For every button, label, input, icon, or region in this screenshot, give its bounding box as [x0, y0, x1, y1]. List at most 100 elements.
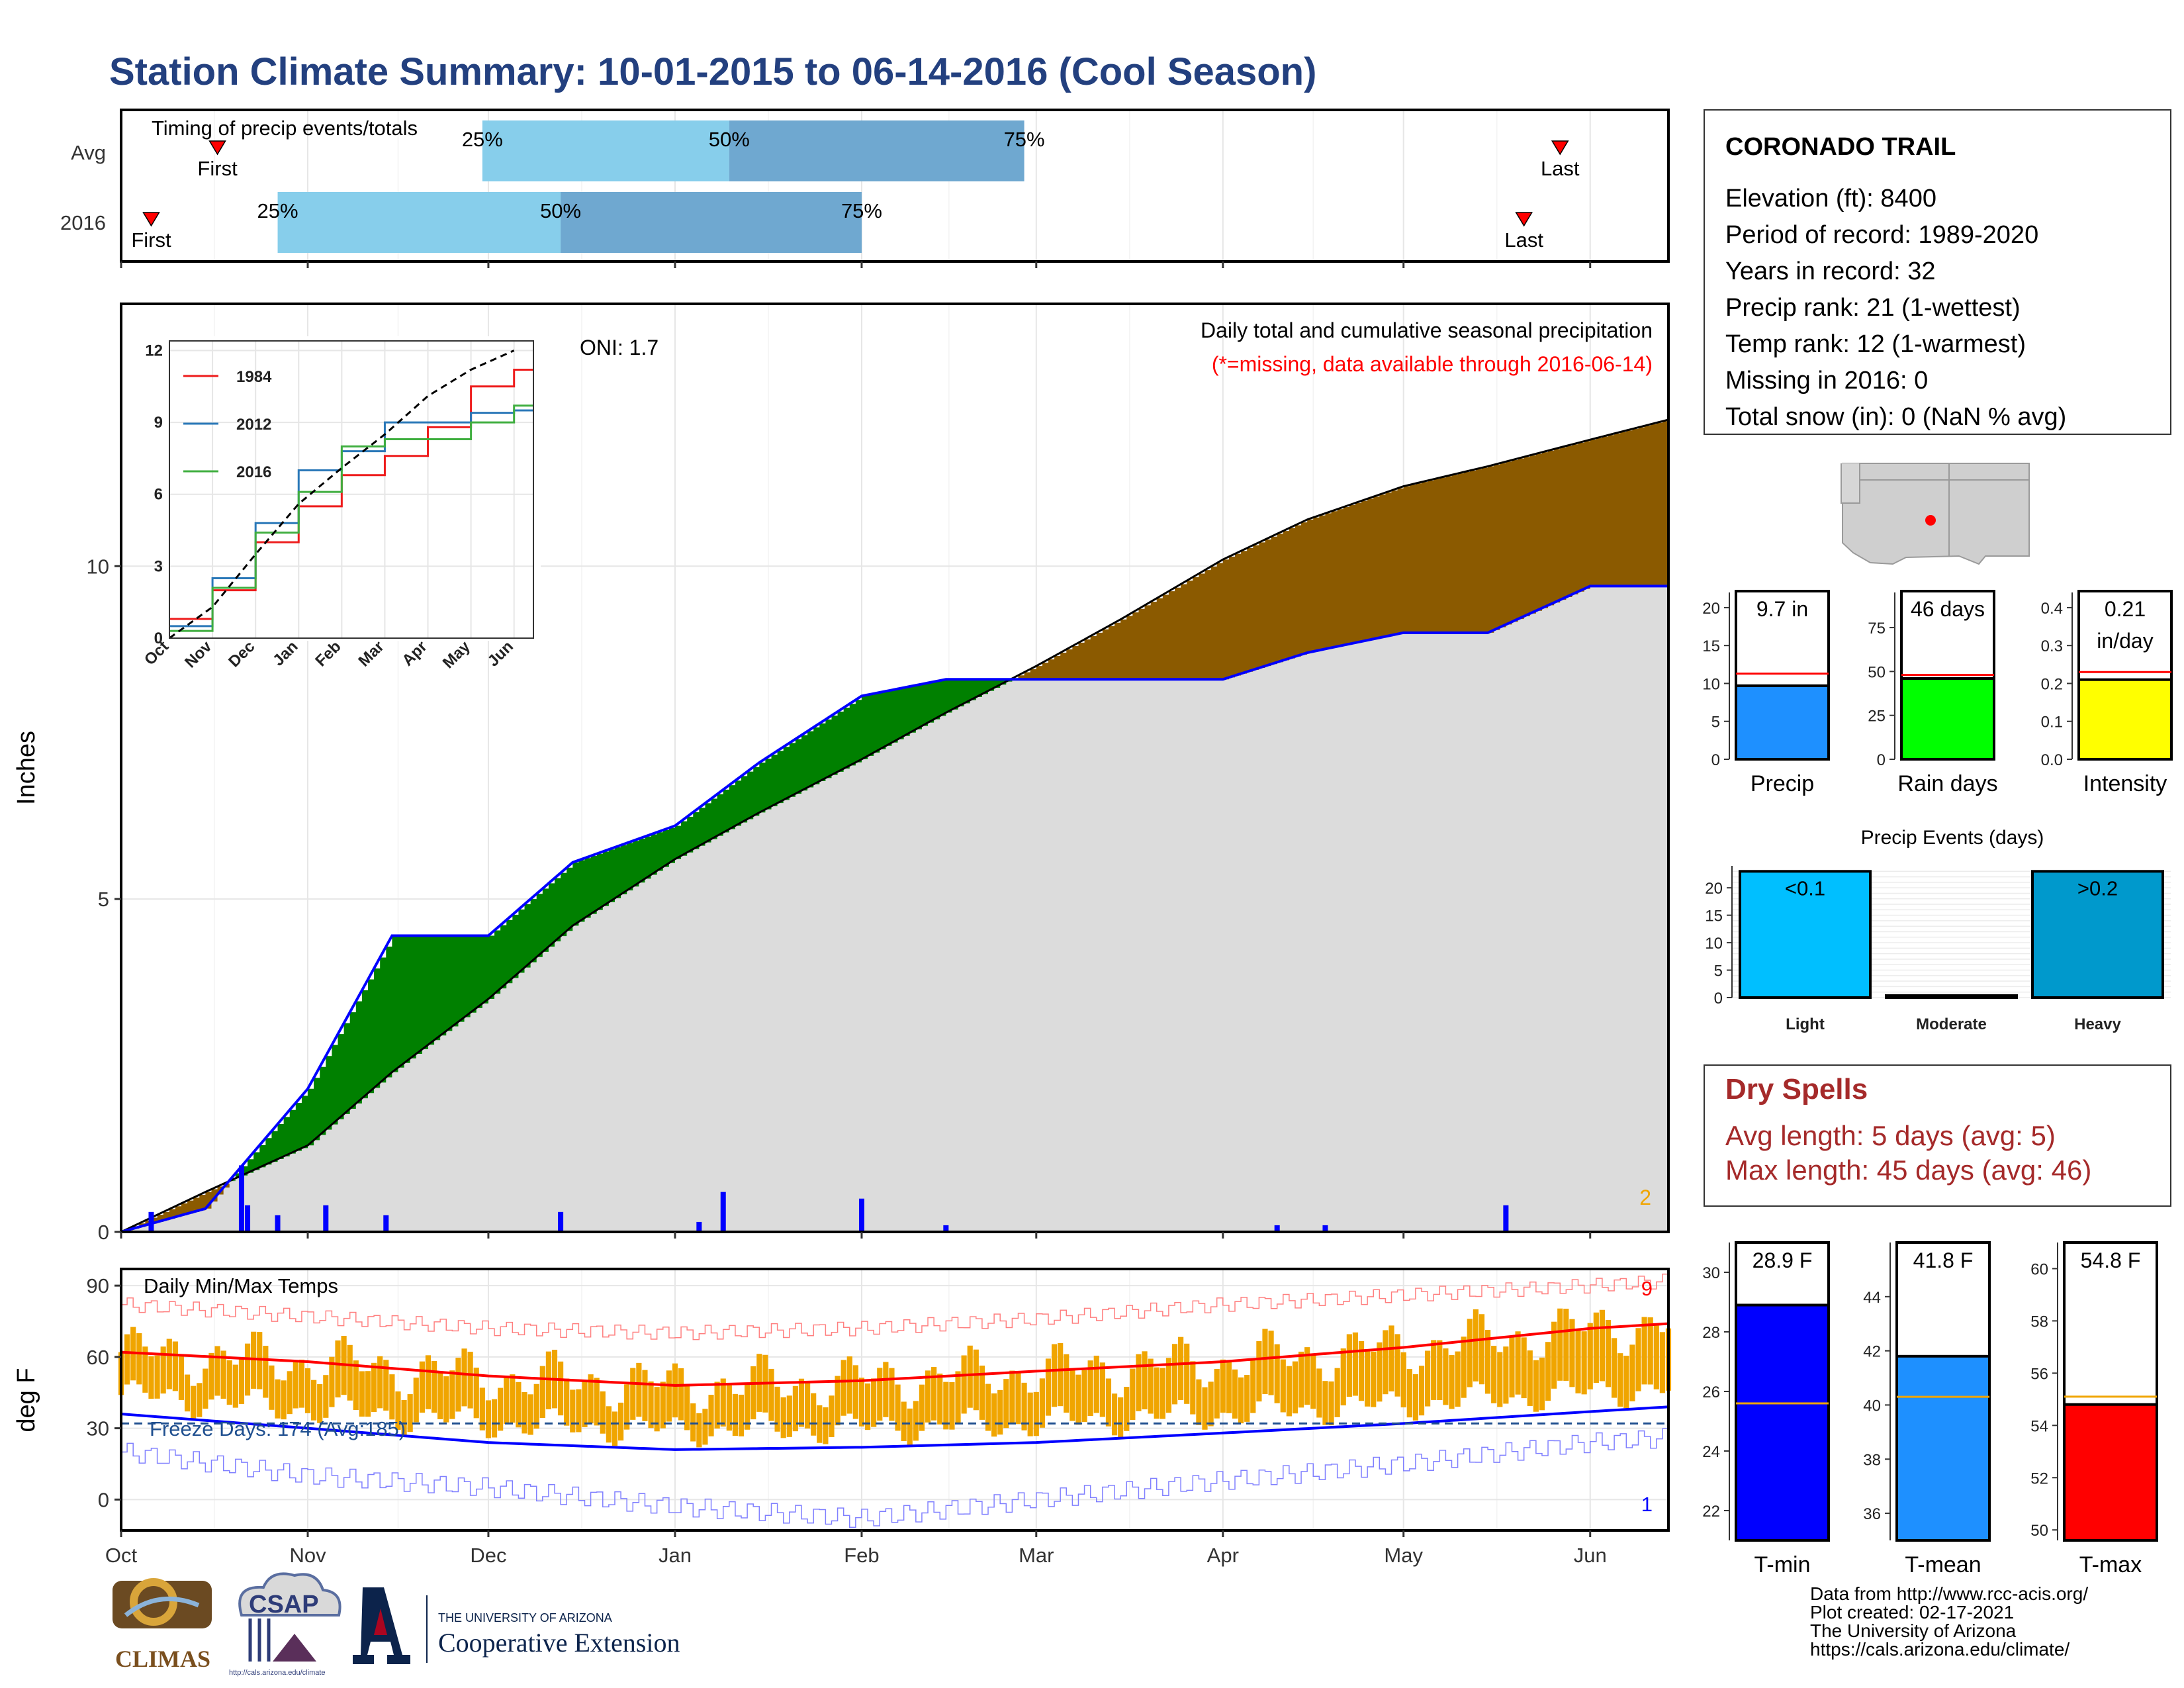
ua-coop-extension: Cooperative Extension	[438, 1628, 680, 1658]
daily-precip-bar	[558, 1211, 564, 1232]
inset-chart: 0 3 6 9 12 Oct Nov Dec Jan Feb Mar Apr May Jun 1984 20…	[141, 336, 541, 672]
daily-temp-bar	[979, 1365, 985, 1420]
avg-cumulative-line	[120, 418, 1669, 1233]
daily-temp-bar	[1377, 1342, 1383, 1402]
page-title: Station Climate Summary: 10-01-2015 to 0…	[109, 50, 1316, 93]
daily-temp-bar	[798, 1378, 805, 1427]
inset-x-tick-label: May	[439, 637, 475, 673]
csap-cloud-icon	[238, 1572, 341, 1617]
daily-temp-bar	[1388, 1325, 1394, 1391]
daily-temp-bar	[720, 1378, 726, 1427]
normal-precip-area	[121, 586, 1668, 1232]
daily-temp-bar	[1346, 1334, 1352, 1397]
inset-x-tick-label: Jan	[269, 637, 301, 669]
events-bar	[1739, 870, 1872, 999]
daily-temp-bar	[178, 1356, 185, 1400]
avg-max-line	[120, 1322, 1669, 1387]
daily-temp-bar	[184, 1374, 191, 1412]
inset-x-tick-label: Oct	[141, 637, 172, 669]
events-bar	[2031, 870, 2164, 999]
mini-intensity-bar	[2077, 678, 2173, 761]
daily-temp-bar	[1268, 1331, 1274, 1395]
inset-x-tick-label: Nov	[181, 637, 216, 672]
daily-temp-bar	[1256, 1341, 1262, 1402]
record-max-line	[121, 1274, 1669, 1340]
daily-temp-bar	[1623, 1356, 1629, 1409]
daily-temp-bar	[226, 1360, 232, 1405]
mini-category-label: T-mean	[1905, 1552, 1981, 1577]
daily-temp-bar	[197, 1383, 203, 1417]
daily-temp-bar	[630, 1368, 636, 1420]
mini-data-label: 41.8 F	[1913, 1248, 1974, 1272]
daily-temp-bar	[997, 1389, 1003, 1435]
daily-temp-bar	[883, 1362, 889, 1417]
timing-percent-label: 75%	[1004, 128, 1045, 151]
daily-temp-bar	[263, 1346, 269, 1398]
daily-precip-bar	[383, 1215, 389, 1232]
inset-legend-label: 2016	[236, 463, 271, 481]
daily-temp-bar	[323, 1375, 329, 1418]
daily-temp-bar	[238, 1358, 245, 1404]
daily-temp-bar	[1509, 1336, 1515, 1398]
daily-temp-bar	[1051, 1344, 1058, 1407]
mini-raindays-bar	[1900, 677, 1995, 761]
precip-daily-bars	[148, 1165, 1509, 1232]
daily-temp-bar	[558, 1361, 564, 1416]
mini-y-tick-label: 24	[1702, 1443, 1720, 1461]
daily-temp-bar	[1352, 1332, 1359, 1396]
csap-logo: CSAP http://cals.arizona.edu/climate	[229, 1572, 341, 1677]
daily-temp-bar	[1045, 1358, 1052, 1416]
daily-temp-bar	[1136, 1354, 1142, 1411]
daily-precip-bar	[275, 1215, 281, 1232]
daily-temp-bar	[1099, 1362, 1105, 1417]
mini-y-tick-label: 60	[2030, 1260, 2048, 1278]
mini-y-tick-label: 40	[1863, 1397, 1881, 1415]
daily-temp-bar	[208, 1352, 214, 1400]
daily-temp-bar	[1612, 1338, 1617, 1398]
timing-bar-q2	[729, 120, 1024, 181]
daily-temp-bar	[154, 1355, 160, 1399]
events-y-tick-label: 5	[1714, 962, 1723, 980]
daily-temp-bar	[1111, 1393, 1118, 1436]
above-normal-area	[229, 679, 1013, 1182]
mini-category-label: Intensity	[2083, 771, 2167, 796]
daily-temp-bar	[136, 1333, 142, 1385]
station-line-temp-rank: Temp rank: 12 (1-warmest)	[1725, 330, 2026, 358]
timing-bar-q1	[482, 120, 729, 181]
daily-temp-bar	[455, 1358, 461, 1412]
daily-temp-bar	[1365, 1350, 1371, 1407]
daily-precip-bar	[858, 1198, 864, 1232]
month-label: Dec	[470, 1544, 506, 1567]
daily-temp-bar	[617, 1402, 624, 1441]
inset-x-tick-label: Feb	[312, 637, 344, 670]
daily-temp-bar	[1184, 1343, 1190, 1404]
timing-marker-icon	[142, 212, 160, 227]
inset-y-tick-label: 9	[154, 414, 163, 432]
precip-events-title: Precip Events (days)	[1861, 827, 2044, 849]
daily-temp-bar	[846, 1356, 852, 1414]
daily-temp-bar	[1064, 1354, 1069, 1413]
mini-y-tick-label: 42	[1863, 1343, 1881, 1361]
timing-percent-label: 25%	[257, 199, 298, 222]
daily-temp-bar	[1250, 1360, 1256, 1413]
mini-tmin-bar	[1735, 1303, 1830, 1542]
daily-temp-bar	[191, 1385, 197, 1419]
timing-percent-label: 75%	[841, 199, 882, 222]
timing-row-avg-label: Avg	[71, 141, 106, 164]
mini-tmin-chart: 22 24 26 28 30 28.9 F T-min	[1702, 1241, 1830, 1577]
month-label: Jan	[659, 1544, 692, 1567]
mini-y-tick-label: 36	[1863, 1505, 1881, 1523]
daily-temp-bar	[1563, 1309, 1569, 1381]
daily-temp-bar	[142, 1346, 148, 1393]
daily-temp-bar	[1557, 1308, 1563, 1381]
daily-temp-bar	[1484, 1330, 1491, 1394]
inset-y-tick-label: 12	[145, 342, 163, 359]
mini-data-label: in/day	[2097, 629, 2153, 653]
daily-temp-bar	[919, 1384, 925, 1431]
daily-temp-bar	[1340, 1348, 1346, 1406]
mini-tmax-chart: 50 52 54 56 58 60 54.8 F T-max	[2030, 1241, 2158, 1577]
map-neighbor-state	[1841, 463, 1860, 504]
station-location-marker	[1925, 515, 1936, 526]
mini-precip-chart: 0 5 10 15 20 9.7 in Precip	[1702, 590, 1830, 796]
